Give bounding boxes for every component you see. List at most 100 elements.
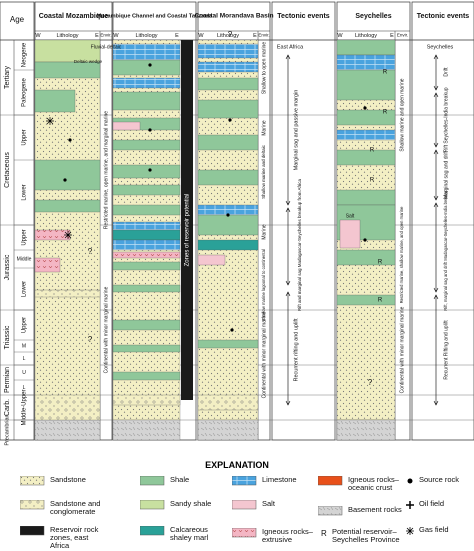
environment-label: Restricted marine, open marine, and marg… [103, 111, 109, 229]
era-label: Triassic [4, 325, 11, 349]
lithology-unit [34, 199, 101, 213]
source-rock-symbol [63, 178, 67, 182]
lithology-unit [112, 204, 181, 216]
legend-label: Oil field [419, 499, 445, 508]
subdivision-label: U [22, 370, 26, 376]
subdivision-label: Lower [22, 184, 28, 200]
explanation: EXPLANATION Sandstone Shale Limestone Igneo… [0, 448, 474, 551]
legend-label: Salt [262, 499, 275, 508]
tectonic-label: Marginal sag and passive margin [293, 90, 299, 171]
subheader-lithology: Lithology [56, 33, 78, 39]
lithology-unit [112, 221, 181, 231]
tectonic-label: Rift Seychelles-India breakup [443, 87, 449, 152]
tectonic-label: East Africa [277, 44, 304, 50]
lithology-unit [197, 394, 259, 411]
legend-swatch [232, 500, 257, 510]
environment-label: Restricted marine, shallow marine, and o… [399, 206, 404, 303]
reservoir-zone-label: Zones of reservoir potential [185, 194, 191, 267]
source-rock-symbol [148, 168, 152, 172]
gas-field-symbol [64, 231, 72, 239]
legend-swatch [232, 528, 257, 538]
question-mark: ? [88, 247, 93, 256]
tectonic-label: Drift [443, 67, 449, 77]
legend-swatch [140, 526, 165, 536]
legend-item: Igneous rocks–oceanic crust [318, 476, 408, 492]
legend-item: Basement rocks [318, 506, 403, 516]
subdivision-label: Neogene [22, 42, 28, 67]
legend-item: Reservoir rock zones, east Africa [20, 526, 105, 550]
source-rock-symbol [363, 106, 367, 110]
subheader-w: W [113, 33, 119, 39]
lithology-unit [336, 54, 396, 71]
column-frame [271, 1, 336, 441]
subheader-e: E [390, 33, 394, 39]
environment-label: Fluvial-deltaic [91, 44, 122, 50]
lithology-unit [112, 394, 181, 406]
era-label: Jurassic [4, 254, 11, 280]
legend-label: Igneous rocks–extrusive [262, 527, 313, 544]
legend-label: Shale [170, 475, 190, 484]
lithology-unit [197, 419, 259, 441]
legend-swatch [20, 526, 45, 536]
environment-label: Shallow marine lagoonal to continental [261, 249, 266, 321]
reservoir-zone-bar [181, 40, 193, 400]
legend-swatch [20, 500, 45, 510]
legend-label: Sandstone [50, 475, 86, 484]
lithology-unit [339, 219, 361, 249]
arrow-head [285, 207, 291, 286]
environment-label: Marine [261, 224, 267, 240]
arrow-head [433, 202, 439, 293]
legend-swatch [140, 500, 165, 510]
environment-label: Continental with minor marginal marine [261, 311, 267, 398]
lithology-unit [336, 249, 396, 266]
era-label: Cretaceous [4, 152, 11, 188]
subheader-w: W [337, 33, 343, 39]
environment-label: Shallow marine and open marine [399, 78, 405, 151]
subheader-lithology: Lithology [355, 33, 377, 39]
lithology-unit [34, 61, 101, 79]
lithology-unit [112, 239, 181, 251]
legend-item: Sandstone [20, 476, 105, 486]
lithology-unit [197, 214, 259, 236]
arrow-head [433, 92, 439, 148]
source-rock-symbol [148, 128, 152, 132]
lithology-unit [336, 189, 396, 206]
legend-item: Salt [232, 500, 317, 510]
source-rock-symbol [68, 138, 72, 142]
lithology-unit [112, 251, 181, 259]
lithology-unit [197, 239, 259, 251]
reservoir-marker: R [378, 298, 383, 304]
legend-swatch [407, 478, 413, 484]
source-rock-symbol [230, 328, 234, 332]
column-header: Seychelles [355, 13, 391, 20]
reservoir-marker: R [370, 178, 375, 184]
lithology-unit [336, 294, 396, 306]
environment-label: Continental with minor marginal marine [103, 286, 109, 373]
lithology-unit [34, 159, 101, 191]
era-label: Precambrian [4, 414, 10, 445]
column-header: Mozambique Channel and Coastal Tanzania [97, 13, 214, 19]
legend-item: R Potential reservoir–Seychelles Province [318, 528, 408, 544]
arrow-head [433, 54, 439, 91]
annotation: Deltaic wedge [74, 59, 103, 64]
subheader-lithology: Lithology [217, 33, 239, 39]
legend-label: Igneous rocks–oceanic crust [348, 475, 399, 492]
legend-item: Limestone [232, 476, 317, 486]
subheader-w: W [198, 33, 204, 39]
lithology-unit [112, 184, 181, 196]
subheader-envir: Envir. [100, 33, 111, 38]
legend-label: Limestone [262, 475, 297, 484]
legend-label: Calcareous shaley marl [170, 525, 209, 542]
lithology-unit [112, 371, 181, 381]
arrow-head [285, 291, 291, 406]
gas-field-symbol [46, 117, 54, 125]
reservoir-marker: R [370, 148, 375, 154]
lithology-unit [112, 164, 181, 179]
source-rock-symbol [226, 213, 230, 217]
column-header: Tectonic events [277, 13, 329, 20]
subdivision-label: Paleogene [22, 77, 28, 106]
subdivision-label: M [22, 343, 26, 349]
explanation-title: EXPLANATION [205, 460, 269, 470]
